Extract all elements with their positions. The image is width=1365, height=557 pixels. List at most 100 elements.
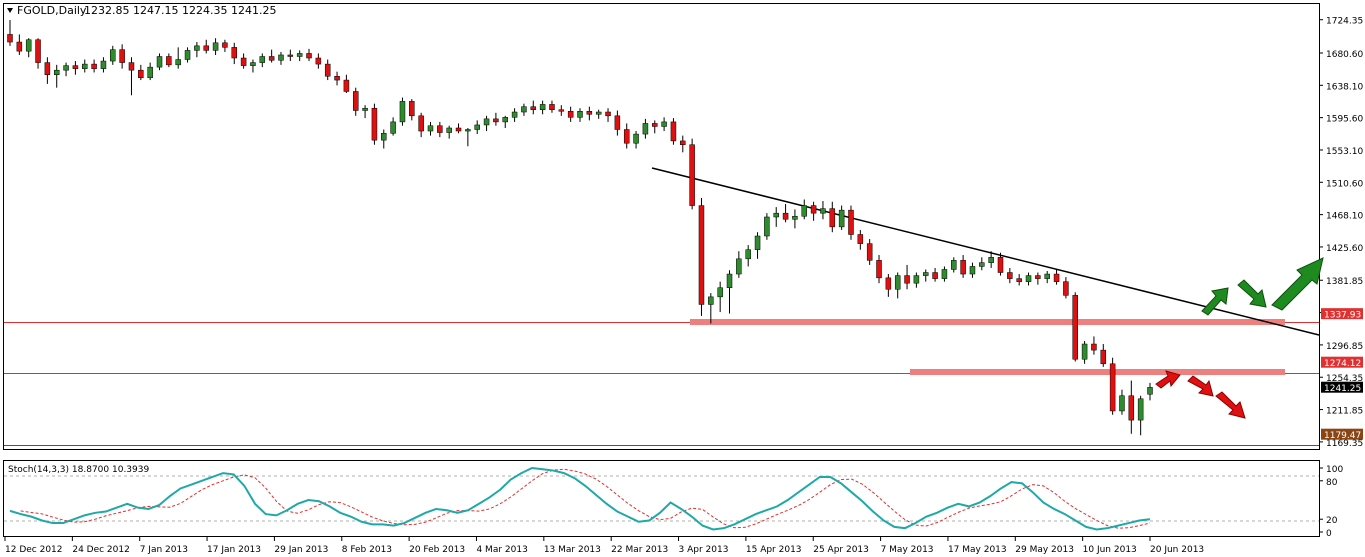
candle [708,293,714,324]
bullish-arrows [1201,257,1324,316]
candle-body [268,56,275,61]
time-tick-label: 25 Apr 2013 [813,545,869,555]
candle-body [736,258,742,275]
candle [792,209,798,229]
candle [736,251,742,278]
candle [773,207,779,227]
candle [922,269,929,282]
bearish-arrows [1155,370,1246,419]
candle [128,57,135,96]
green-arrow-down-1 [1237,279,1267,308]
candle-body [287,54,294,57]
candle [511,108,518,122]
candle-body [1016,278,1022,282]
candle [838,205,845,230]
candle [1100,344,1107,367]
candles-group [7,19,1153,436]
price-tick-label: 1680.60 [1326,50,1363,60]
price-tick-label: 1211.85 [1326,407,1363,417]
candle [1063,277,1069,299]
time-tick-label: 3 Apr 2013 [679,545,729,555]
candle-body [848,209,854,235]
stoch-signal-line [20,468,1151,529]
time-tick-label: 7 May 2013 [881,545,934,555]
candle-body [698,205,705,305]
candle-body [53,69,60,75]
candle [268,49,275,63]
candle-body [997,257,1004,273]
candle [904,264,910,290]
candle [1128,380,1135,434]
candle [446,125,452,139]
candle-body [652,123,658,127]
candle [979,257,985,271]
candle [502,115,508,128]
candle [35,38,41,69]
main-pane-frame [3,3,1320,450]
candle-body [409,101,415,117]
candle-body [549,104,555,110]
candle [63,62,69,77]
candle-body [1053,273,1060,282]
candle [138,64,144,81]
candle [567,106,574,122]
candle-body [857,234,864,244]
candle-body [661,121,667,127]
candle-body [605,111,611,117]
time-tick-label: 20 Feb 2013 [409,545,465,555]
last-price-tag: 1241.25 [1321,381,1363,394]
candle [371,103,378,145]
level-tag-label: 1337.93 [1324,311,1361,321]
candle [539,100,546,115]
candle-body [1007,272,1013,279]
candle [997,252,1004,276]
candle-body [810,205,817,214]
candle-body [194,45,200,51]
candle-body [1063,281,1069,296]
candle [521,103,527,116]
candle [745,245,751,267]
candle-body [1091,343,1097,351]
candle [390,117,396,136]
candle-body [119,49,125,63]
candle [633,131,639,149]
collapse-triangle-icon[interactable] [7,8,13,13]
time-tick-label: 4 Mar 2013 [476,545,527,555]
candle-body [1072,295,1078,360]
price-axis: 1724.35 1680.60 1638.10 1595.60 1553.10 1510.… [1319,17,1363,449]
price-tick-label: 1595.60 [1326,115,1363,125]
candle-body [184,50,191,60]
time-tick-label: 15 Apr 2013 [746,545,802,555]
candle [969,262,976,278]
trendline [651,167,1320,336]
candle-body [381,133,387,141]
candle-body [745,249,751,260]
price-tick-label: 1510.60 [1326,179,1363,189]
candle-body [960,260,966,275]
candle-body [324,63,331,77]
candle-body [156,56,163,68]
time-tick-label: 7 Jan 2013 [140,545,188,555]
candle [951,257,957,273]
candle-body [521,106,527,113]
candle-body [278,54,284,61]
candle-body [979,262,985,267]
candle [222,39,228,52]
candle [605,108,611,122]
level-tag-box [1321,428,1363,440]
time-tick-label: 20 Jun 2013 [1150,545,1204,555]
candle-body [63,65,69,71]
candle [1091,336,1097,355]
candle [82,59,88,73]
candle-body [399,101,406,123]
candle [362,105,368,119]
candle-body [91,63,97,69]
candle [147,62,153,81]
candle-body [680,140,686,145]
candle-body [1147,387,1153,395]
candle [717,281,723,313]
candle [493,112,499,126]
candle-body [904,275,910,284]
candle [399,97,406,126]
